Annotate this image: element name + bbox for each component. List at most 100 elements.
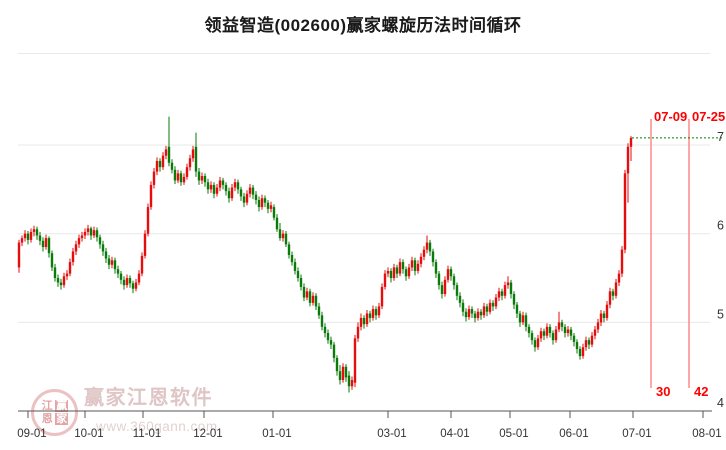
candle-body [599,313,603,323]
candle-body [350,380,354,387]
candle-body [305,291,309,298]
candle-body [473,313,477,318]
candle-body [260,198,264,208]
candle-body [107,258,111,265]
candle-body [407,267,411,277]
candle-body [269,205,273,209]
candle-body [224,184,228,192]
candle-body [98,237,102,245]
candle-body [356,326,360,339]
candle-body [536,338,540,348]
candle-body [524,315,528,327]
candle-body [533,340,537,348]
candle-body [167,146,171,163]
candle-body [539,331,543,339]
candle-body [488,302,492,312]
candle-body [146,207,150,234]
candle-body [362,317,366,325]
candle-body [563,326,567,334]
candle-body [401,262,405,270]
candle-body [125,278,129,286]
candle-body [614,282,618,296]
candle-body [122,279,126,286]
candle-body [176,173,180,181]
candle-body [344,366,348,378]
candle-body [359,317,363,327]
candle-body [626,146,630,174]
candle-body [398,262,402,274]
candle-body [164,149,168,156]
candle-body [575,341,579,350]
candle-body [332,344,336,358]
candle-body [506,282,510,286]
candle-body [290,254,294,263]
y-axis-label: 5 [717,307,724,321]
candle-body [62,276,66,286]
candle-body [29,231,33,240]
candle-body [368,313,372,318]
candle-body [251,187,255,195]
candle-body [347,375,351,387]
candle-body [194,146,198,172]
cycle-date-label: 07-09 [654,109,687,124]
candle-body [386,270,390,274]
candle-body [281,233,285,239]
candle-body [227,191,231,199]
candle-body [446,269,450,280]
candle-body [566,329,570,334]
y-axis-label: 4 [717,396,724,410]
candle-body [68,262,72,274]
candle-body [155,160,159,172]
candle-body [17,242,21,268]
candle-body [320,315,324,327]
candle-body [479,311,483,316]
candle-body [494,297,498,307]
candle-body [497,291,501,298]
candle-body [329,340,333,345]
y-axis-label: 6 [717,219,724,233]
x-axis-label: 01-01 [262,428,291,440]
candle-body [185,167,189,177]
candle-body [137,273,141,283]
candle-body [41,240,45,248]
candle-body [509,282,513,295]
candle-body [197,171,201,181]
candle-body [47,238,51,254]
candle-body [413,260,417,271]
candle-body [335,357,339,372]
watermark-text: 赢家江恩软件 [84,387,213,409]
candle-body [470,309,474,314]
candle-body [119,273,123,280]
candle-body [449,269,453,277]
candle-body [44,238,48,248]
candle-body [110,260,114,265]
candle-body [443,279,447,295]
candle-body [554,329,558,341]
candle-body [584,340,588,348]
candle-body [593,329,597,336]
candle-body [302,286,306,298]
candle-body [80,235,84,239]
candle-body [428,242,432,252]
candle-body [485,306,489,312]
candle-body [440,285,444,295]
x-axis-label: 05-01 [499,428,528,440]
candle-body [101,244,105,252]
candle-body [392,267,396,279]
candle-body [476,311,480,318]
candle-body [596,322,600,330]
candle-body [143,233,147,256]
candle-body [215,187,219,194]
candle-body [26,233,30,240]
candle-body [20,238,24,243]
candle-body [542,331,546,336]
candle-body [233,182,237,188]
candle-body [317,306,321,316]
candle-body [389,270,393,279]
candle-body [620,249,624,274]
candle-body [377,306,381,316]
candle-body [218,180,222,188]
candle-body [221,180,225,185]
candle-body [365,313,369,325]
